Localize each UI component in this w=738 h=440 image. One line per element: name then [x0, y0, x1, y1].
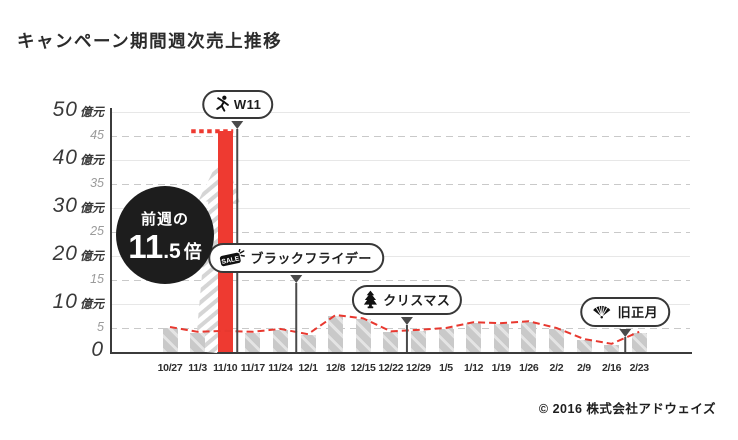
callout: W11	[201, 90, 274, 352]
growth-badge-number: 11	[128, 227, 164, 265]
callout-label: W11	[233, 96, 262, 112]
growth-badge-value: 11 .5 倍	[128, 230, 201, 263]
callout-pill: W11	[201, 90, 274, 119]
x-axis-line	[110, 352, 692, 354]
y-axis-minor-label: 5	[97, 320, 104, 334]
sale-tag-icon: SALE	[219, 248, 246, 267]
bar	[493, 324, 509, 352]
bar	[604, 344, 620, 352]
x-axis-label: 2/23	[629, 362, 650, 374]
x-axis-label: 12/1	[298, 362, 318, 374]
highlight-bar	[217, 131, 233, 352]
bar	[548, 328, 564, 352]
y-axis-minor-label: 45	[90, 128, 104, 142]
callout: SALE ブラックフライデー	[208, 243, 384, 352]
callout: クリスマス	[352, 285, 463, 352]
copyright-text: © 2016 株式会社アドウェイズ	[538, 402, 716, 416]
callout-pill: クリスマス	[352, 285, 463, 315]
pointer-triangle	[619, 329, 632, 337]
callout: 旧正月	[580, 297, 671, 352]
folding-fan-icon	[592, 304, 613, 319]
x-axis-label: 2/9	[577, 362, 591, 374]
x-axis-label: 11/24	[268, 362, 293, 374]
pointer-triangle	[290, 275, 303, 283]
x-axis-label: 1/12	[463, 362, 484, 374]
y-axis-major-label: 0	[0, 338, 104, 362]
bar	[521, 322, 537, 352]
growth-badge-suffix: 倍	[183, 241, 202, 262]
x-axis-label: 12/29	[406, 362, 431, 374]
y-axis-unit: 億元	[79, 297, 104, 311]
callout-pill: SALE ブラックフライデー	[208, 243, 384, 273]
y-axis-line	[110, 108, 112, 354]
y-axis-minor-label: 15	[90, 272, 104, 286]
y-axis-value: 50	[52, 98, 78, 121]
x-axis-label: 2/16	[601, 362, 622, 374]
callout-label: クリスマス	[383, 293, 451, 308]
callout-pointer-line	[406, 325, 409, 352]
y-axis-minor-label: 35	[90, 176, 104, 190]
growth-badge-prefix: 前週の	[140, 210, 189, 228]
callout-label: ブラックフライデー	[250, 251, 372, 266]
dancer-icon	[213, 95, 229, 113]
y-axis-major-label: 20 億元	[0, 242, 104, 266]
y-axis-unit: 億元	[79, 201, 104, 215]
grid-line-major	[110, 256, 690, 257]
y-axis-unit: 億元	[79, 105, 104, 119]
svg-text:SALE: SALE	[221, 255, 241, 266]
y-axis-value: 30	[52, 194, 78, 217]
callout-pointer-line	[236, 129, 239, 352]
grid-line-minor	[110, 184, 690, 185]
bar	[162, 328, 178, 352]
y-axis-value: 0	[91, 338, 104, 361]
grid-line-minor	[110, 136, 690, 137]
y-axis-value: 10	[52, 290, 78, 313]
x-axis-label: 1/26	[519, 362, 539, 374]
grid-line-major	[110, 208, 690, 209]
grid-line-minor	[110, 280, 690, 281]
grid-line-minor	[110, 232, 690, 233]
pointer-triangle	[401, 317, 414, 325]
y-axis-value: 20	[52, 242, 78, 265]
growth-badge-decimal: .5	[163, 239, 181, 263]
christmas-tree-icon	[363, 290, 378, 309]
x-axis-label: 12/8	[325, 362, 346, 374]
page-title: キャンペーン期間週次売上推移	[17, 31, 283, 51]
y-axis-minor-label: 25	[90, 224, 104, 238]
growth-badge: 前週の 11 .5 倍	[116, 186, 214, 284]
y-axis-unit: 億元	[79, 153, 104, 167]
y-axis-major-label: 30 億元	[0, 194, 104, 218]
x-axis-label: 11/3	[188, 362, 207, 374]
x-axis-label: 1/19	[491, 362, 512, 374]
pointer-triangle	[231, 121, 244, 129]
y-axis-major-label: 50 億元	[0, 98, 104, 122]
bar	[466, 323, 482, 352]
x-axis-label: 12/15	[350, 362, 376, 374]
grid-line-major	[110, 160, 690, 161]
x-axis-label: 12/22	[378, 362, 404, 374]
y-axis-major-label: 10 億元	[0, 290, 104, 314]
x-axis-label: 11/17	[240, 362, 266, 374]
y-axis-unit: 億元	[79, 249, 104, 263]
grid-line-major	[110, 112, 690, 113]
x-axis-label: 1/5	[439, 362, 453, 374]
callout-pointer-line	[624, 337, 627, 352]
y-axis-value: 40	[52, 146, 78, 169]
callout-label: 旧正月	[617, 305, 659, 320]
x-axis-label: 10/27	[157, 362, 183, 374]
x-axis-label: 11/10	[213, 362, 238, 374]
callout-pill: 旧正月	[580, 297, 671, 327]
callout-pointer-line	[295, 283, 298, 352]
y-axis-major-label: 40 億元	[0, 146, 104, 170]
x-axis-label: 2/2	[549, 362, 564, 374]
